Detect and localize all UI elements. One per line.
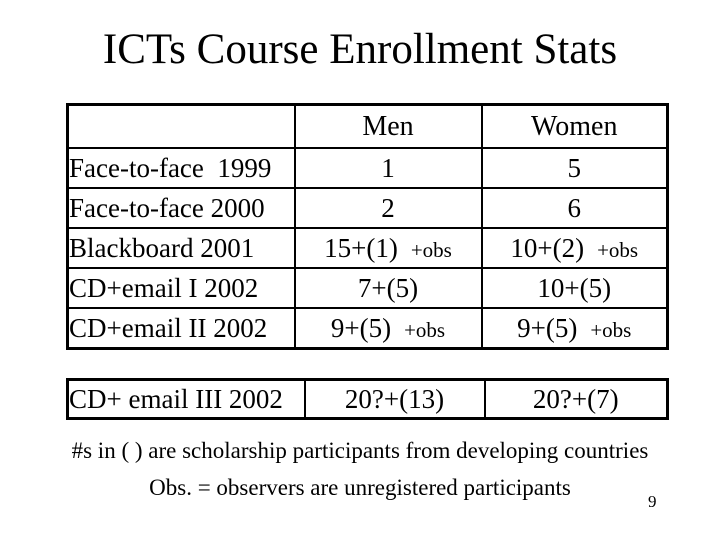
women-value-cell: 20?+(7) — [483, 378, 669, 420]
men-value-cell: 1 — [293, 147, 483, 189]
women-value-cell: 10+(5) — [480, 267, 669, 309]
men-value-cell: 15+(1) +obs — [293, 227, 483, 269]
value-obs: +obs — [404, 317, 446, 342]
value-main: 10+(2) — [510, 232, 585, 263]
table-row-face-to-face-2000: Face-to-face 2000 2 6 — [66, 187, 669, 229]
enrollment-table-continued: CD+ email III 2002 20?+(13) 20?+(7) — [66, 378, 669, 420]
row-label: Face-to-face 1999 — [66, 147, 296, 189]
table-row-cd-email-3-2002: CD+ email III 2002 20?+(13) 20?+(7) — [66, 378, 669, 420]
value-main: 1 — [381, 152, 395, 183]
value-main: 6 — [567, 192, 582, 223]
slide-title: ICTs Course Enrollment Stats — [102, 26, 618, 73]
value-main: 20?+(7) — [532, 383, 619, 414]
header-men: Men — [293, 103, 483, 149]
value-main: 5 — [567, 152, 582, 183]
value-main: 20?+(13) — [344, 383, 445, 414]
row-label: CD+ email III 2002 — [66, 378, 306, 420]
men-value-cell: 9+(5) +obs — [293, 307, 483, 350]
value-main: 9+(5) — [330, 312, 392, 343]
row-label: CD+email I 2002 — [66, 267, 296, 309]
table-row-cd-email-2-2002: CD+email II 2002 9+(5) +obs 9+(5) +obs — [66, 307, 669, 350]
value-obs: +obs — [597, 237, 639, 262]
value-obs: +obs — [590, 317, 632, 342]
page-number: 9 — [648, 492, 657, 511]
table-row-blackboard-2001: Blackboard 2001 15+(1) +obs 10+(2) +obs — [66, 227, 669, 269]
row-label: CD+email II 2002 — [66, 307, 296, 350]
table-row-cd-email-1-2002: CD+email I 2002 7+(5) 10+(5) — [66, 267, 669, 309]
footnote-observers: Obs. = observers are unregistered partic… — [149, 475, 571, 500]
row-label: Face-to-face 2000 — [66, 187, 296, 229]
men-value-cell: 7+(5) — [293, 267, 483, 309]
men-value-cell: 20?+(13) — [303, 378, 486, 420]
women-value-cell: 10+(2) +obs — [480, 227, 669, 269]
men-value-cell: 2 — [293, 187, 483, 229]
enrollment-table: Men Women Face-to-face 1999 1 5 Face-to-… — [66, 103, 669, 350]
value-main: 2 — [381, 192, 395, 223]
value-main: 7+(5) — [357, 272, 419, 303]
table-header-row: Men Women — [66, 103, 669, 149]
value-obs: +obs — [410, 237, 452, 262]
header-empty-cell — [66, 103, 296, 149]
women-value-cell: 9+(5) +obs — [480, 307, 669, 350]
value-main: 10+(5) — [537, 272, 612, 303]
value-main: 15+(1) — [324, 232, 398, 263]
row-label: Blackboard 2001 — [66, 227, 296, 269]
header-women: Women — [480, 103, 669, 149]
footnote-scholarship: #s in ( ) are scholarship participants f… — [71, 438, 649, 463]
women-value-cell: 6 — [480, 187, 669, 229]
table-row-face-to-face-1999: Face-to-face 1999 1 5 — [66, 147, 669, 189]
value-main: 9+(5) — [517, 312, 578, 343]
women-value-cell: 5 — [480, 147, 669, 189]
